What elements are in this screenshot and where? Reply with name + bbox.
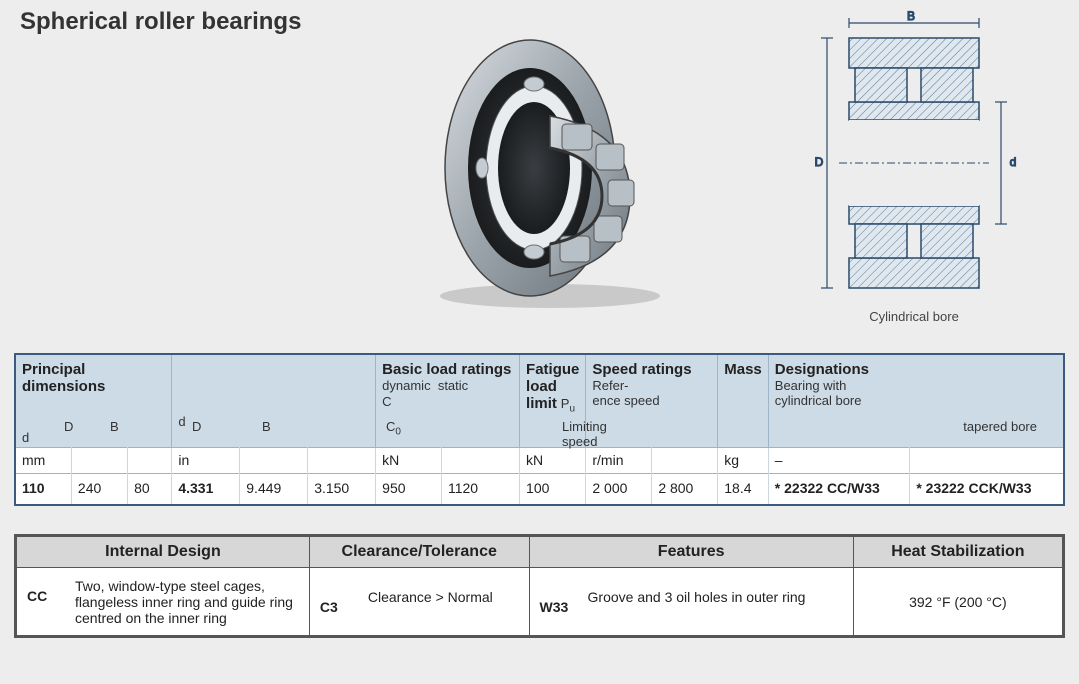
table-cell [441,448,519,474]
notes-header-row: Internal DesignClearance/ToleranceFeatur… [17,537,1063,568]
table-cell: 240 [71,474,127,504]
notes-row: CCTwo, window-type steel cages, flangele… [17,568,1063,636]
notes-text: Clearance > Normal [368,589,519,615]
dimensions-table: Principal dimensions d d Basic load rati… [14,353,1065,506]
col-sub: static [438,378,468,393]
notes-cell: C3 Clearance > Normal [309,568,529,636]
col-sub: Refer- ence speed [592,378,659,408]
table-cell: 1120 [441,474,519,504]
svg-text:B: B [907,10,915,23]
notes-cell: CCTwo, window-type steel cages, flangele… [17,568,310,636]
col-group: Speed ratings [592,361,691,378]
table-cell: – [768,448,910,474]
table-cell: 80 [128,474,172,504]
table-cell: 18.4 [718,474,769,504]
table-cell: 4.331 [172,474,240,504]
table-cell: 2 800 [652,474,718,504]
svg-text:d: d [1010,155,1017,169]
table-header-row: Principal dimensions d d Basic load rati… [16,355,1063,448]
table-cell: 100 [520,474,586,504]
col-sub: Bearing with cylindrical bore [775,378,862,408]
svg-text:D: D [815,155,824,169]
notes-text: Two, window-type steel cages, flangeless… [75,578,299,626]
table-cell: 3.150 [308,474,376,504]
notes-header: Features [529,537,853,568]
notes-code: C3 [320,589,358,615]
col-group: Designations [775,361,869,378]
col-sub: dynamic [382,378,430,393]
table-cell [308,448,376,474]
table-cell [128,448,172,474]
table-units-row: mminkNkNr/minkg– [16,448,1063,474]
notes-table: Internal DesignClearance/ToleranceFeatur… [14,534,1065,638]
notes-code: W33 [540,589,578,615]
col-sym: d [178,414,185,429]
notes-code: CC [27,578,65,626]
col-sym: d [22,430,29,445]
table-cell: mm [16,448,71,474]
table-cell: kN [520,448,586,474]
col-sym-sub: u [569,404,575,415]
cross-section-schematic: B D d [779,10,1049,320]
notes-header: Clearance/Tolerance [309,537,529,568]
table-cell: * 23222 CCK/W33 [910,474,1063,504]
notes-cell: 392 °F (200 °C) [853,568,1062,636]
schematic-caption: Cylindrical bore [779,309,1049,324]
col-sym: C [382,394,391,409]
table-cell: 950 [376,474,442,504]
table-cell: * 22322 CC/W33 [768,474,910,504]
table-cell: 9.449 [240,474,308,504]
table-cell: kN [376,448,442,474]
table-cell [652,448,718,474]
table-cell: 110 [16,474,71,504]
table-cell: in [172,448,240,474]
page-title: Spherical roller bearings [20,8,301,36]
col-group: Principal dimensions [22,361,105,395]
table-cell: 2 000 [586,474,652,504]
table-cell [71,448,127,474]
table-cell: r/min [586,448,652,474]
col-group: Basic load ratings [382,361,511,378]
notes-text: Groove and 3 oil holes in outer ring [588,589,843,615]
notes-header: Heat Stabilization [853,537,1062,568]
notes-header: Internal Design [17,537,310,568]
table-row: 110240804.3319.4493.15095011201002 0002 … [16,474,1063,504]
table-cell [240,448,308,474]
table-cell: kg [718,448,769,474]
table-cell [910,448,1063,474]
notes-cell: W33 Groove and 3 oil holes in outer ring [529,568,853,636]
col-group: Mass [724,361,762,378]
bearing-3d-illustration [420,28,680,308]
